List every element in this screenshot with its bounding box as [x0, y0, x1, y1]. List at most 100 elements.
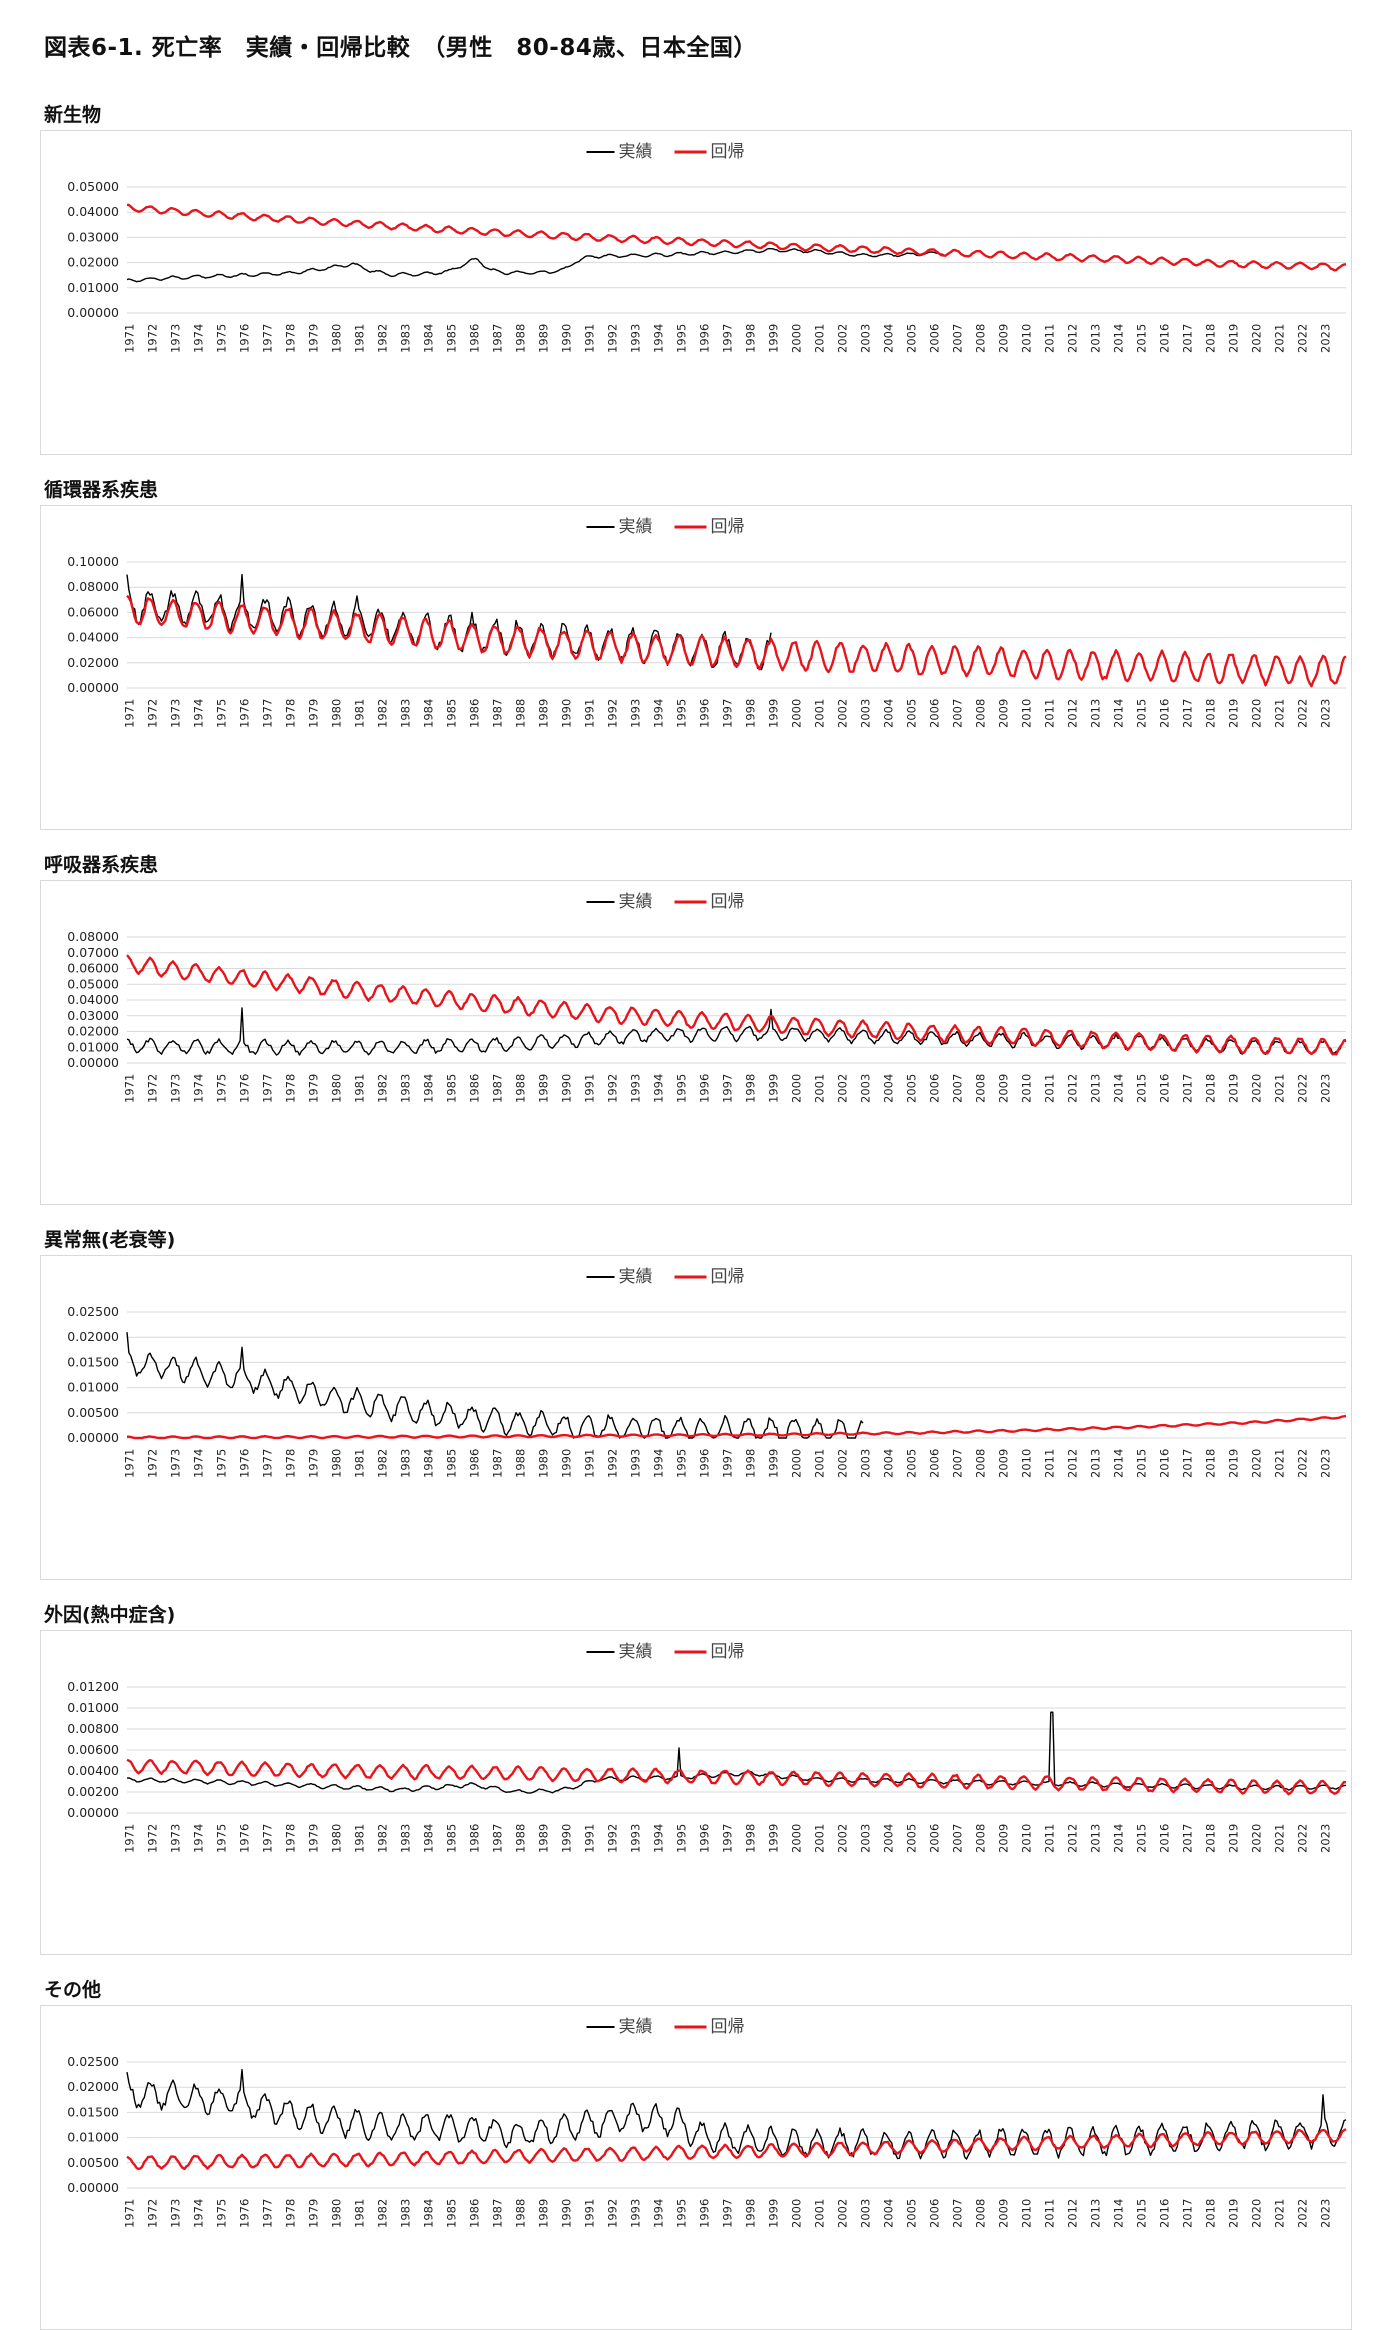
x-tick-label: 2002	[835, 1074, 849, 1103]
x-tick-label: 1982	[375, 324, 389, 353]
x-tick-label: 2002	[835, 699, 849, 728]
x-tick-label: 1999	[766, 699, 780, 728]
x-tick-label: 1997	[720, 324, 734, 353]
x-tick-label: 1973	[168, 2199, 182, 2228]
x-tick-label: 1971	[122, 1074, 136, 1103]
x-tick-label: 1975	[214, 1449, 228, 1478]
legend: 実績 回帰	[586, 892, 745, 912]
x-tick-label: 1978	[283, 324, 297, 353]
x-tick-label: 2023	[1318, 1449, 1332, 1478]
legend-label-regression: 回帰	[711, 892, 745, 912]
y-tick-label: 0.05000	[67, 179, 119, 194]
y-tick-label: 0.00400	[67, 1763, 119, 1778]
x-tick-label: 2014	[1111, 2199, 1125, 2228]
x-tick-label: 1996	[697, 1824, 711, 1853]
x-tick-label: 1990	[559, 2199, 573, 2228]
x-tick-label: 1972	[145, 1449, 159, 1478]
x-tick-label: 1999	[766, 1449, 780, 1478]
x-tick-label: 2008	[973, 2199, 987, 2228]
x-tick-label: 1975	[214, 1824, 228, 1853]
chart-panel: 0.00000 0.00200 0.00400 0.00600 0.00800 0.010…	[40, 1630, 1352, 1955]
x-tick-label: 2004	[881, 699, 895, 728]
x-tick-label: 2013	[1088, 2199, 1102, 2228]
x-tick-label: 1994	[651, 1074, 665, 1103]
x-tick-label: 2023	[1318, 1824, 1332, 1853]
x-tick-label: 1985	[444, 1449, 458, 1478]
x-tick-label: 1972	[145, 2199, 159, 2228]
x-tick-label: 2006	[927, 1449, 941, 1478]
x-tick-label: 2011	[1042, 2199, 1056, 2228]
y-tick-label: 0.00000	[67, 1055, 119, 1070]
x-tick-label: 2006	[927, 324, 941, 353]
y-tick-label: 0.00500	[67, 1405, 119, 1420]
x-tick-label: 1977	[260, 699, 274, 728]
x-tick-label: 1988	[513, 324, 527, 353]
x-tick-label: 1984	[421, 1074, 435, 1103]
x-tick-label: 1987	[490, 1824, 504, 1853]
x-tick-label: 1989	[536, 1449, 550, 1478]
x-tick-label: 1973	[168, 1824, 182, 1853]
x-tick-label: 1979	[306, 699, 320, 728]
x-tick-label: 2019	[1226, 324, 1240, 353]
panel-title: その他	[44, 1979, 102, 2001]
y-tick-label: 0.03000	[67, 1008, 119, 1023]
x-tick-label: 1984	[421, 1824, 435, 1853]
x-tick-label: 1985	[444, 324, 458, 353]
y-tick-label: 0.00500	[67, 2155, 119, 2170]
x-tick-label: 1986	[467, 1824, 481, 1853]
x-tick-label: 2004	[881, 324, 895, 353]
x-tick-label: 1977	[260, 1074, 274, 1103]
x-tick-label: 2007	[950, 1449, 964, 1478]
x-tick-label: 1991	[582, 699, 596, 728]
series-line-regression	[126, 954, 1347, 1056]
legend: 実績 回帰	[586, 1642, 745, 1662]
x-tick-label: 2016	[1157, 699, 1171, 728]
x-tick-label: 1973	[168, 1074, 182, 1103]
line-chart: 0.00000 0.00500 0.01000 0.01500 0.02000 0.025…	[67, 1267, 1347, 1478]
x-tick-label: 1985	[444, 2199, 458, 2228]
x-tick-label: 1983	[398, 1449, 412, 1478]
x-tick-label: 1982	[375, 1449, 389, 1478]
x-tick-label: 1974	[191, 324, 205, 353]
legend-label-actual: 実績	[619, 142, 653, 162]
x-tick-label: 1989	[536, 1074, 550, 1103]
series-line-regression	[127, 1414, 1347, 1440]
x-tick-label: 1998	[743, 1449, 757, 1478]
x-tick-label: 2014	[1111, 699, 1125, 728]
x-tick-label: 1983	[398, 699, 412, 728]
x-tick-label: 2022	[1295, 324, 1309, 353]
x-tick-label: 1998	[743, 2199, 757, 2228]
x-tick-label: 1996	[697, 2199, 711, 2228]
x-tick-label: 1982	[375, 1074, 389, 1103]
x-tick-label: 2013	[1088, 699, 1102, 728]
x-tick-label: 2003	[858, 699, 872, 728]
legend: 実績 回帰	[586, 2017, 745, 2037]
y-tick-label: 0.06000	[67, 961, 119, 976]
x-tick-label: 1973	[168, 1449, 182, 1478]
x-tick-label: 1975	[214, 699, 228, 728]
x-tick-label: 2001	[812, 324, 826, 353]
x-tick-label: 1991	[582, 1824, 596, 1853]
x-tick-label: 2002	[835, 1449, 849, 1478]
x-tick-label: 2011	[1042, 1824, 1056, 1853]
legend-label-regression: 回帰	[711, 1267, 745, 1287]
x-tick-label: 2013	[1088, 324, 1102, 353]
x-tick-label: 1988	[513, 2199, 527, 2228]
x-tick-label: 2004	[881, 1074, 895, 1103]
x-tick-label: 1978	[283, 699, 297, 728]
y-tick-label: 0.02000	[67, 1024, 119, 1039]
x-tick-label: 1991	[582, 2199, 596, 2228]
x-tick-label: 1995	[674, 1824, 688, 1853]
x-tick-label: 2021	[1272, 1824, 1286, 1853]
x-tick-label: 2018	[1203, 1824, 1217, 1853]
chart-panel: 0.00000 0.01000 0.02000 0.03000 0.04000 0.050…	[40, 880, 1352, 1205]
x-tick-label: 1971	[122, 2199, 136, 2228]
x-tick-label: 2009	[996, 1074, 1010, 1103]
x-tick-label: 2019	[1226, 1824, 1240, 1853]
x-tick-label: 2011	[1042, 1074, 1056, 1103]
x-tick-label: 1987	[490, 2199, 504, 2228]
x-tick-label: 1977	[260, 1824, 274, 1853]
x-tick-label: 1999	[766, 1824, 780, 1853]
x-tick-label: 1986	[467, 699, 481, 728]
x-tick-label: 1979	[306, 324, 320, 353]
